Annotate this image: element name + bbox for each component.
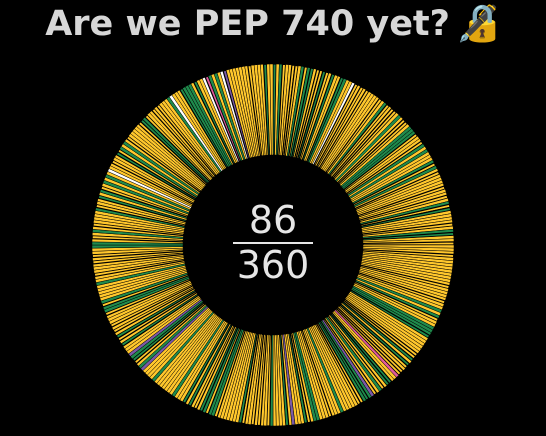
package-wedge[interactable]: [269, 63, 274, 156]
fraction-bar: [233, 242, 313, 244]
locked-with-pen-icon: 🔏: [455, 3, 501, 44]
progress-counter: 86 360: [213, 200, 333, 286]
title-text: Are we PEP 740 yet?: [45, 4, 450, 44]
page-title: Are we PEP 740 yet? 🔏: [0, 2, 546, 46]
total-count: 360: [236, 243, 310, 287]
attested-count: 86: [248, 198, 298, 242]
